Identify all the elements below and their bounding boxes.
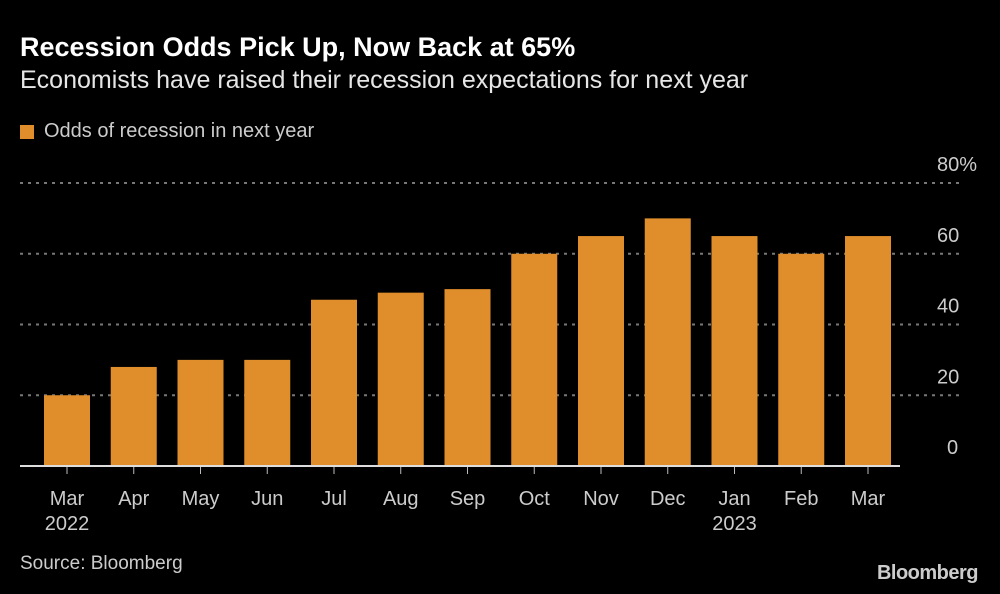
bar [311, 299, 357, 466]
y-tick-label: 40 [937, 296, 959, 318]
bloomberg-logo: Bloomberg [876, 562, 979, 584]
bar [845, 236, 891, 466]
source-note: Source: Bloomberg [20, 553, 183, 574]
bar [511, 253, 558, 466]
legend-swatch [20, 124, 34, 139]
bar [110, 366, 157, 466]
bar [711, 236, 758, 466]
bar [644, 218, 691, 466]
bar [444, 289, 491, 466]
legend-label: Odds of recession in next year [44, 120, 315, 142]
bar [377, 292, 424, 466]
bar [44, 395, 90, 466]
bar [244, 359, 291, 466]
x-tick-label: Mar [50, 488, 85, 510]
x-tick-label: 2022 [45, 513, 90, 535]
chart-title: Recession Odds Pick Up, Now Back at 65% [20, 32, 576, 62]
bar [778, 253, 825, 466]
chart-subtitle: Economists have raised their recession e… [20, 66, 749, 94]
y-tick-label: 80% [937, 154, 977, 176]
x-tick-label: Aug [383, 488, 419, 510]
x-tick-label: Jun [251, 488, 283, 510]
y-tick-label: 60 [937, 225, 959, 247]
x-tick-label: 2023 [712, 513, 757, 535]
bar [177, 359, 224, 466]
x-tick-label: Apr [118, 488, 149, 510]
x-tick-label: Feb [784, 488, 818, 510]
x-tick-label: Dec [650, 488, 686, 510]
x-tick-label: Oct [519, 488, 551, 510]
bar [578, 236, 624, 466]
x-tick-label: Mar [851, 488, 886, 510]
legend: Odds of recession in next year [20, 120, 314, 143]
x-tick-label: Jan [718, 488, 750, 510]
x-tick-label: Sep [450, 488, 486, 510]
y-tick-label: 20 [937, 366, 959, 388]
x-tick-label: May [182, 488, 220, 510]
x-tick-label: Nov [583, 488, 619, 510]
y-tick-label: 0 [947, 437, 958, 459]
x-tick-label: Jul [321, 488, 347, 510]
